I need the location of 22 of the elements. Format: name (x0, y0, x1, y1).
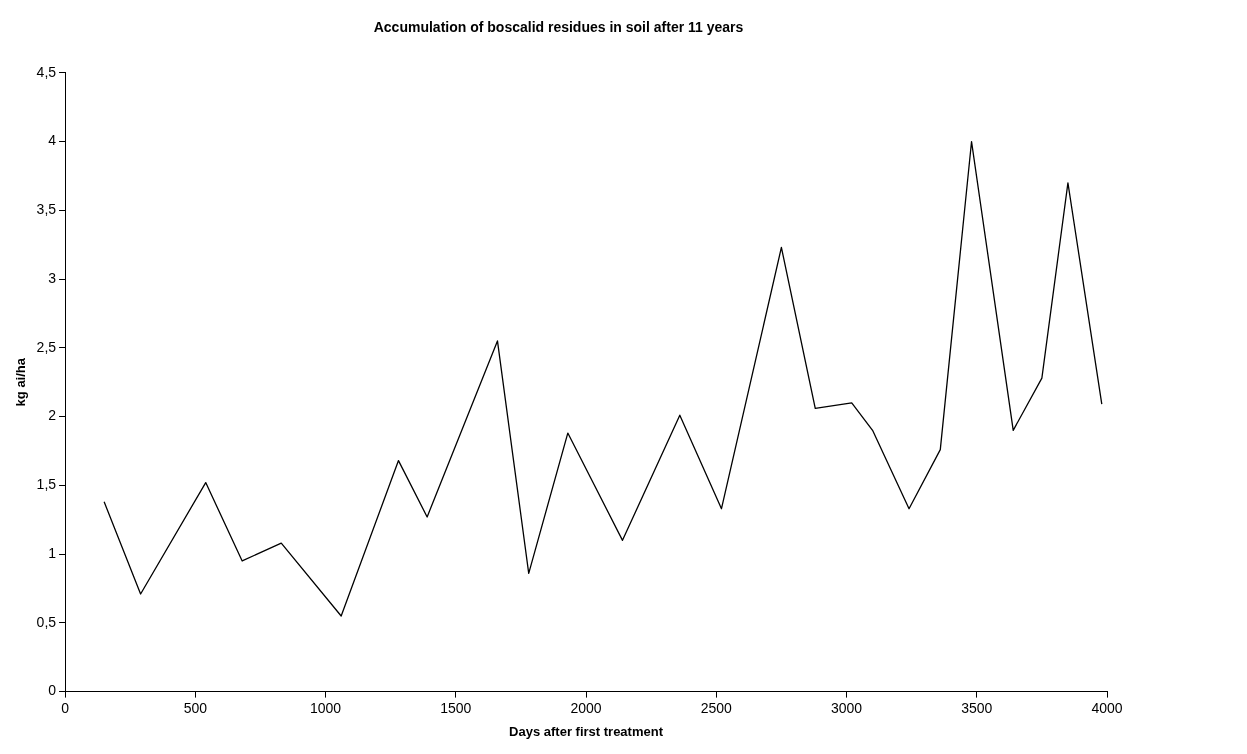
y-tick-label: 4,5 (36, 63, 57, 80)
y-tick-label: 2,5 (36, 338, 57, 355)
chart-title: Accumulation of boscalid residues in soil after 11 years (373, 19, 744, 36)
x-tick-label: 500 (183, 699, 208, 716)
x-tick-label: 1500 (440, 699, 472, 716)
y-tick-label: 2 (48, 407, 57, 424)
x-tick-label: 3500 (961, 699, 993, 716)
y-tick-label: 4 (48, 132, 57, 149)
x-tick-label: 2500 (700, 699, 733, 716)
x-tick-label: 0 (61, 699, 70, 716)
x-tick-label: 3000 (830, 699, 863, 716)
x-tick-label: 2000 (570, 699, 602, 716)
y-tick-label: 3 (48, 269, 57, 286)
y-tick-label: 0 (48, 682, 57, 699)
x-tick-label: 4000 (1091, 699, 1123, 716)
y-tick-label: 0,5 (36, 613, 57, 630)
y-tick-label: 1,5 (36, 476, 57, 493)
y-axis-title: kg ai/ha (13, 357, 29, 407)
y-tick-label: 3,5 (36, 201, 57, 218)
y-tick-label: 1 (48, 544, 57, 561)
x-axis-title: Days after first treatment (509, 723, 664, 739)
x-tick-label: 1000 (309, 699, 342, 716)
